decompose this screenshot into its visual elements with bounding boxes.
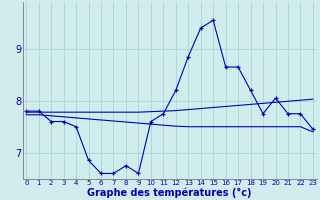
X-axis label: Graphe des températures (°c): Graphe des températures (°c) bbox=[87, 187, 252, 198]
